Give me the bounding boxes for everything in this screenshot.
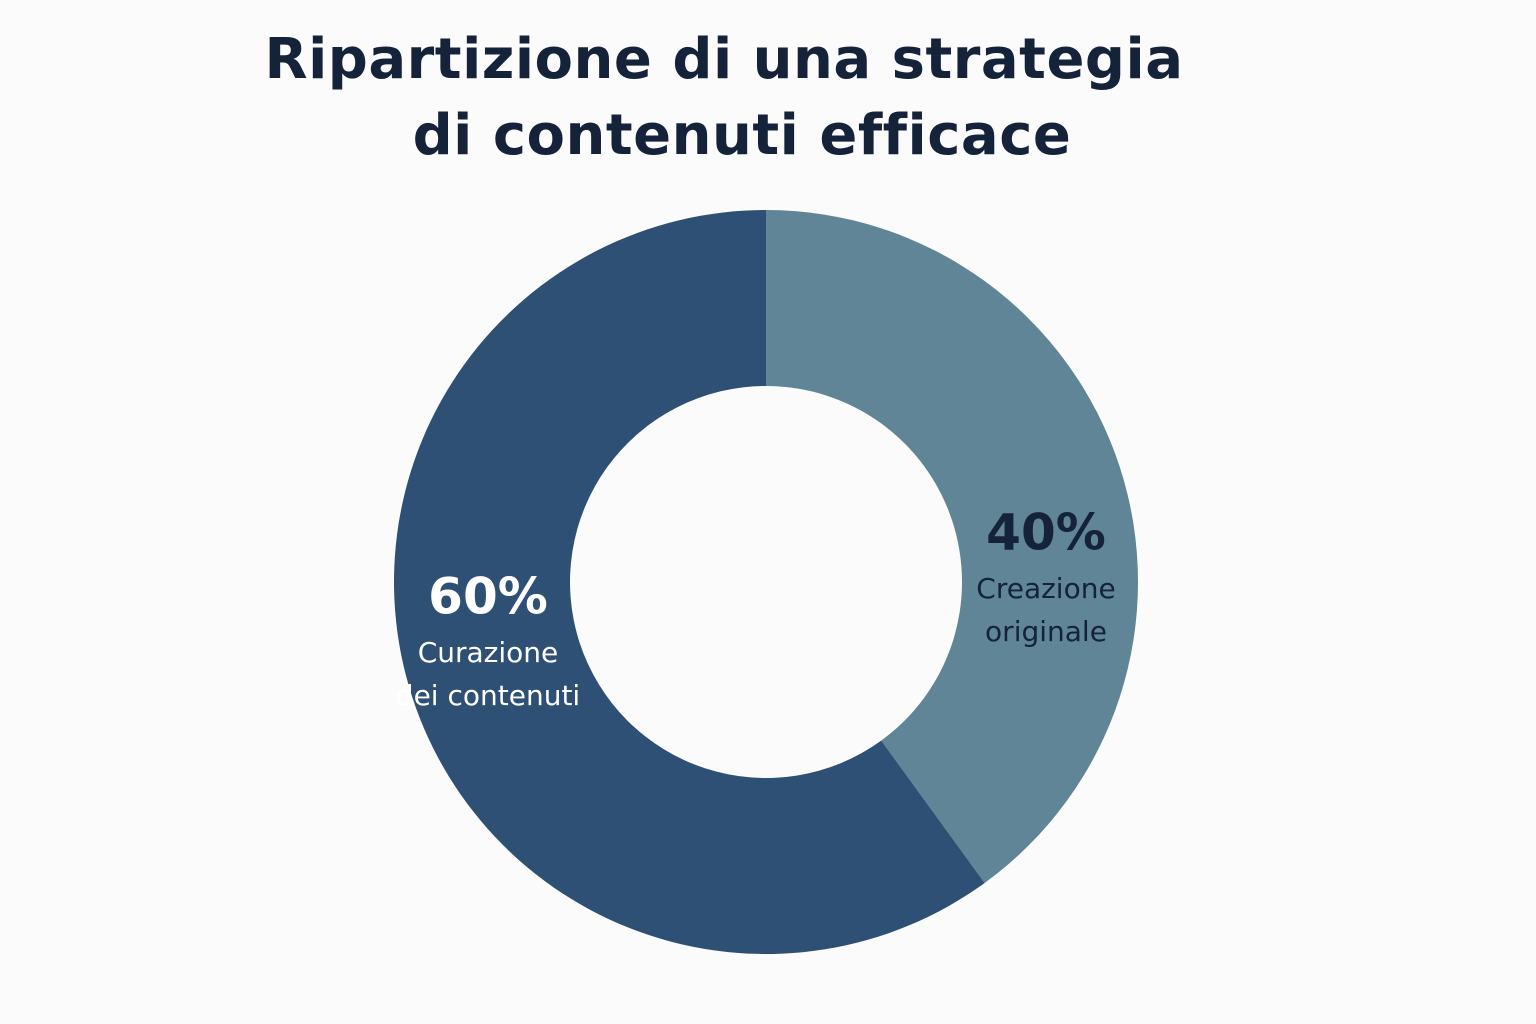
slice-category-label-1-line-2: originale [985, 615, 1107, 648]
slice-value-label-2: 60% [428, 568, 548, 626]
slice-category-label-2-line-2: dei contenuti [396, 679, 580, 712]
chart-title-line-2: di contenuti efficace [412, 103, 1072, 168]
slice-category-label-2-line-1: Curazione [418, 636, 559, 669]
donut-slices [394, 210, 1139, 954]
donut-slice-1 [766, 210, 1139, 883]
donut-labels: 40% Creazione originale 60% Curazione dei con… [396, 504, 1116, 713]
donut-slice-2 [394, 210, 985, 954]
slice-value-label-1: 40% [986, 504, 1106, 562]
chart-title-line-1: Ripartizione di una strategia [264, 27, 1184, 92]
slice-category-label-1-line-1: Creazione [976, 572, 1115, 605]
